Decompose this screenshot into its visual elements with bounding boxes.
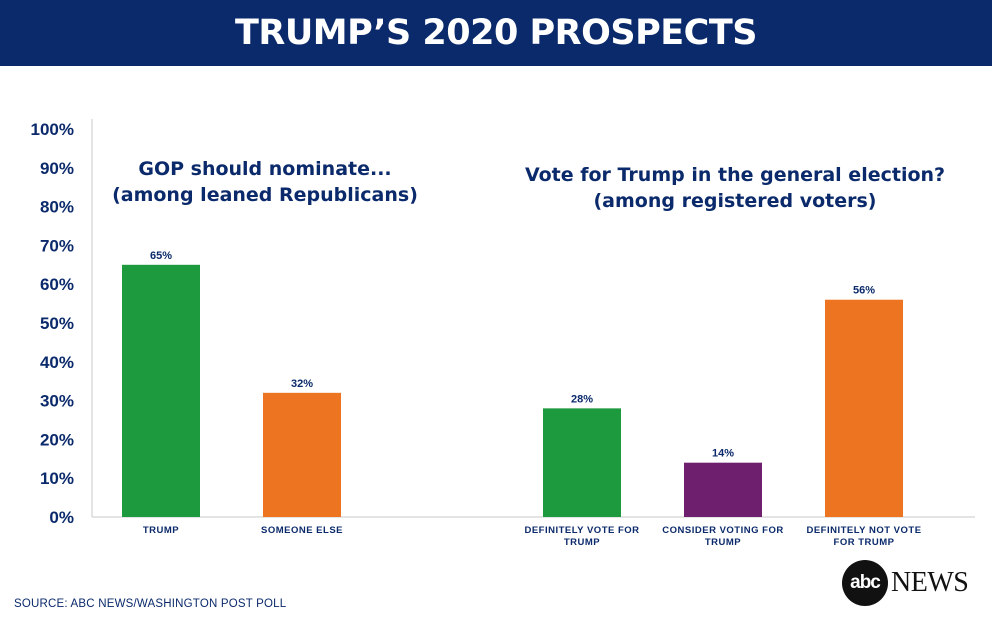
category-label: CONSIDER VOTING FOR [662, 525, 783, 536]
category-label: TRUMP [705, 537, 741, 548]
header-banner: TRUMP’S 2020 PROSPECTS [0, 0, 992, 66]
source-note: SOURCE: ABC NEWS/WASHINGTON POST POLL [14, 598, 287, 610]
category-label: TRUMP [564, 537, 600, 548]
y-tick-label: 30% [40, 392, 74, 411]
data-label: 65% [150, 250, 172, 262]
bar [263, 392, 341, 517]
y-tick-label: 100% [31, 120, 74, 139]
y-tick-label: 80% [40, 198, 74, 217]
data-label: 56% [853, 285, 875, 297]
bar [543, 408, 621, 517]
y-tick-label: 60% [40, 275, 74, 294]
y-tick-label: 40% [40, 353, 74, 372]
y-tick-label: 50% [40, 314, 74, 333]
right-subtitle-line-2: (among registered voters) [593, 190, 877, 212]
left-subtitle-line-1: GOP should nominate... [138, 158, 392, 180]
category-label: DEFINITELY NOT VOTE [806, 525, 921, 536]
left-subtitle-line-2: (among leaned Republicans) [112, 184, 418, 206]
category-label: TRUMP [143, 525, 179, 536]
bar [825, 299, 903, 517]
y-tick-label: 70% [40, 236, 74, 255]
y-tick-label: 20% [40, 430, 74, 449]
bar [122, 264, 200, 517]
bar [684, 462, 762, 517]
category-label: DEFINITELY VOTE FOR [524, 525, 639, 536]
y-tick-label: 0% [49, 508, 74, 527]
y-tick-label: 90% [40, 159, 74, 178]
right-subtitle-line-1: Vote for Trump in the general election? [524, 164, 946, 186]
right-panel-subtitle: Vote for Trump in the general election? … [500, 162, 970, 214]
y-tick-label: 10% [40, 469, 74, 488]
left-panel-subtitle: GOP should nominate... (among leaned Rep… [70, 156, 460, 208]
news-wordmark: NEWS [891, 567, 969, 598]
category-label: SOMEONE ELSE [261, 525, 343, 536]
data-label: 14% [712, 448, 734, 460]
data-label: 28% [571, 393, 593, 405]
data-label: 32% [291, 378, 313, 390]
category-label: FOR TRUMP [834, 537, 895, 548]
abc-news-logo: abc NEWS [842, 560, 969, 606]
page-title: TRUMP’S 2020 PROSPECTS [235, 13, 757, 53]
abc-badge: abc [842, 560, 888, 606]
